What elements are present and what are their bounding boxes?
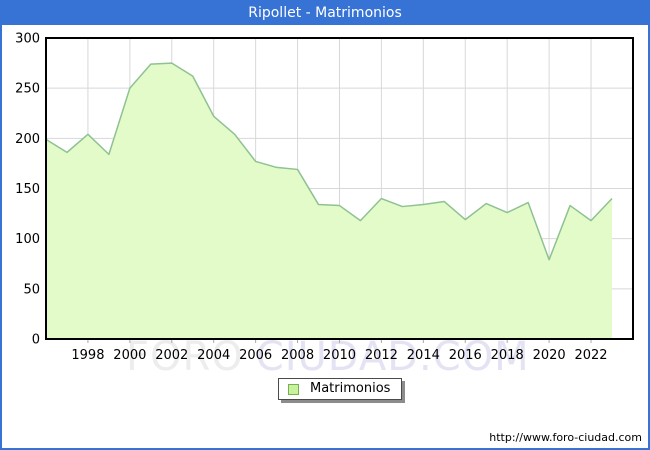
legend: Matrimonios <box>278 378 403 400</box>
y-axis-label: 0 <box>32 333 40 348</box>
title-bar: Ripollet - Matrimonios <box>2 2 648 25</box>
x-axis-label: 2004 <box>197 348 230 363</box>
y-axis-label: 300 <box>15 32 40 47</box>
y-axis-label: 100 <box>15 232 40 247</box>
x-axis-label: 2022 <box>574 348 607 363</box>
y-axis-label: 50 <box>23 282 40 297</box>
x-axis-label: 2012 <box>365 348 398 363</box>
watermark-foro: FORO <box>126 334 244 380</box>
y-axis-label: 250 <box>15 82 40 97</box>
x-axis-label: 2018 <box>491 348 524 363</box>
legend-label: Matrimonios <box>310 381 391 396</box>
x-axis-label: 2016 <box>449 348 482 363</box>
x-axis-label: 2020 <box>533 348 566 363</box>
x-axis-label: 2002 <box>155 348 188 363</box>
x-axis-label: 2010 <box>323 348 356 363</box>
y-axis-label: 200 <box>15 132 40 147</box>
y-axis-label: 150 <box>15 182 40 197</box>
x-axis-label: 2006 <box>239 348 272 363</box>
area-fill <box>46 63 612 339</box>
legend-swatch <box>288 383 299 395</box>
x-axis-label: 2008 <box>281 348 314 363</box>
x-axis-label: 2014 <box>407 348 440 363</box>
footer-url: http://www.foro-ciudad.com <box>489 431 642 444</box>
x-axis-label: 1998 <box>71 348 104 363</box>
series-line <box>45 62 613 261</box>
plot-border <box>45 37 634 340</box>
watermark: FORO CIUDAD.COM <box>126 334 530 380</box>
chart-title: Ripollet - Matrimonios <box>248 5 402 21</box>
x-axis-label: 2000 <box>113 348 146 363</box>
watermark-ciudad: CIUDAD.COM <box>255 334 530 380</box>
